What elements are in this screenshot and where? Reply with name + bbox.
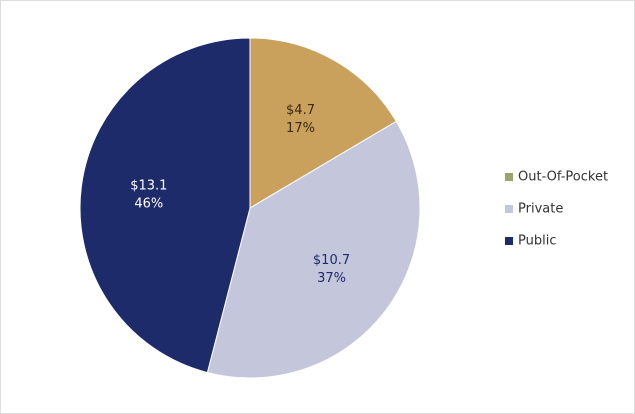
legend-swatch (505, 205, 513, 213)
legend-swatch (505, 237, 513, 245)
pie-slice (206, 120, 421, 379)
pie-slice (249, 37, 397, 209)
legend-label: Out-Of-Pocket (518, 170, 608, 185)
value-label: $4.7 (286, 103, 315, 118)
percent-label: 37% (317, 271, 346, 286)
percent-label: 17% (286, 121, 315, 136)
value-label: $10.7 (313, 253, 350, 268)
legend-swatch (505, 173, 513, 181)
percent-label: 46% (134, 197, 163, 212)
legend-label: Public (518, 234, 556, 249)
legend-label: Private (518, 202, 563, 217)
value-label: $13.1 (130, 179, 167, 194)
pie-slice (79, 37, 251, 374)
